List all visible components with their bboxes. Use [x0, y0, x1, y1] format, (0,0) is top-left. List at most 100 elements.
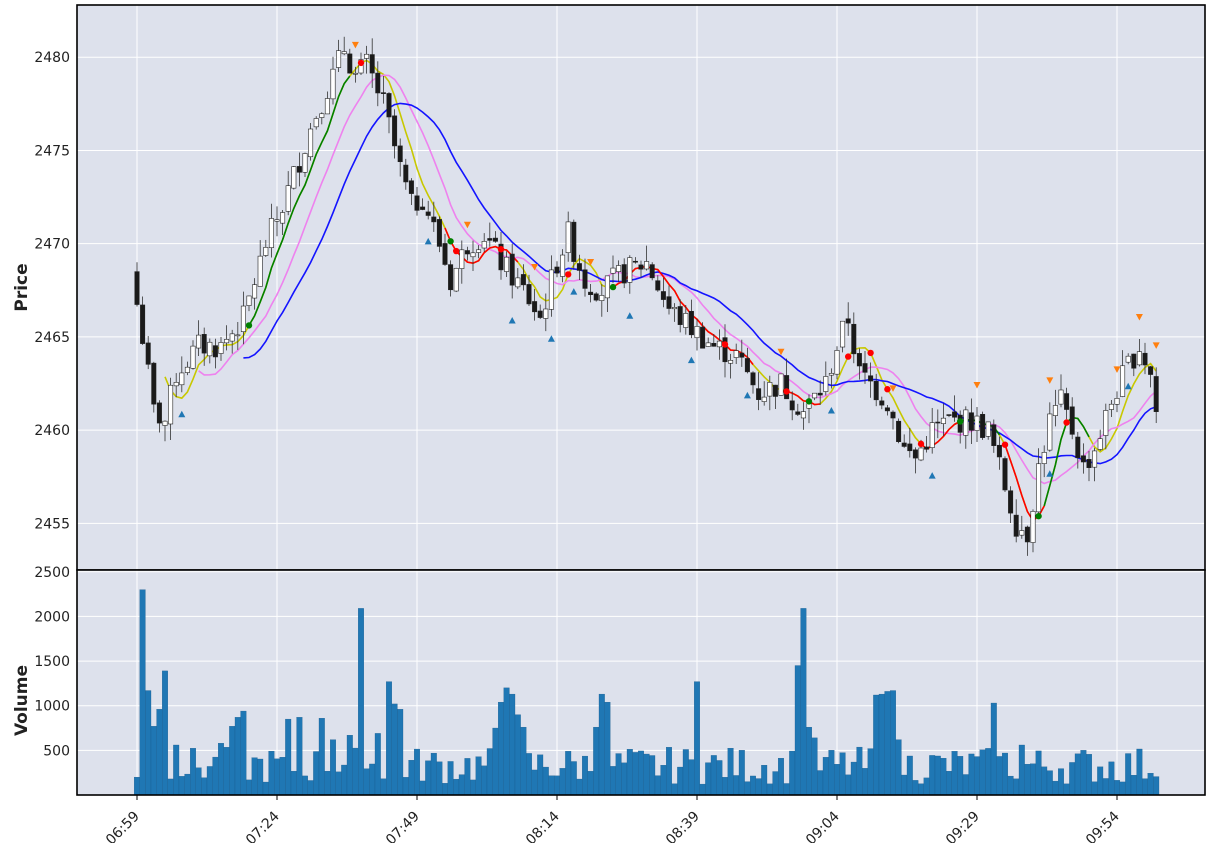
- volume-bar: [229, 726, 236, 796]
- volume-bar: [139, 589, 146, 796]
- candle-down: [156, 402, 162, 424]
- volume-bar: [867, 748, 874, 796]
- volume-bar: [380, 778, 387, 796]
- candle-up: [229, 333, 235, 342]
- volume-bar: [234, 717, 241, 796]
- buy-signal-marker: [178, 410, 186, 418]
- sell-signal-marker: [463, 221, 471, 229]
- volume-bar: [262, 781, 269, 796]
- candle-up: [324, 98, 330, 115]
- volume-bar: [974, 756, 980, 796]
- volume-bar: [901, 774, 908, 796]
- volume-bar: [296, 717, 303, 796]
- candle-up: [235, 334, 241, 337]
- sell-signal-marker: [973, 382, 981, 389]
- volume-bar: [1035, 750, 1042, 796]
- volume-bar: [694, 681, 700, 796]
- candle-up: [358, 59, 364, 74]
- volume-bar: [918, 783, 924, 796]
- sell-signal-marker: [351, 41, 359, 49]
- candle-down: [201, 334, 207, 354]
- candle-down: [296, 166, 302, 173]
- volume-bar: [313, 751, 320, 796]
- candle-up: [268, 218, 274, 248]
- volume-bar: [811, 737, 818, 796]
- volume-bar: [570, 761, 577, 796]
- candle-up: [184, 366, 190, 373]
- candle-down: [856, 353, 862, 367]
- volume-bar: [783, 783, 790, 796]
- candle-up: [470, 252, 476, 258]
- trend-down-dot: [884, 386, 891, 393]
- trend-up-dot: [805, 398, 813, 405]
- volume-bar: [1080, 750, 1087, 796]
- candle-down: [380, 92, 386, 94]
- volume-bar: [710, 755, 717, 796]
- x-tick-09:29: 09:29: [943, 809, 983, 843]
- candle-down: [1086, 459, 1092, 468]
- candle-up: [274, 219, 280, 222]
- volume-bar: [873, 694, 880, 796]
- candle-up: [683, 313, 689, 328]
- volume-bar: [352, 747, 359, 796]
- candle-down: [1013, 514, 1019, 537]
- candle-up: [604, 275, 610, 299]
- volume-bar: [1052, 780, 1059, 796]
- volume-bar: [509, 693, 516, 796]
- candle-down: [968, 412, 974, 431]
- candle-down: [588, 291, 594, 296]
- candle-down: [448, 264, 454, 291]
- candle-up: [173, 382, 179, 387]
- ma-line-long: [243, 102, 1157, 465]
- candle-down: [884, 407, 890, 412]
- buy-signal-marker: [1124, 382, 1132, 390]
- candle-up: [459, 249, 465, 269]
- candle-up: [834, 350, 840, 375]
- volume-bar: [643, 753, 650, 796]
- candle-down: [593, 293, 599, 301]
- volume-bar: [1153, 776, 1160, 796]
- candle-up: [285, 185, 291, 212]
- candle-down: [442, 243, 448, 265]
- candle-down: [520, 274, 526, 286]
- volume-bar: [850, 761, 857, 796]
- candle-down: [375, 72, 381, 94]
- candle-up: [1114, 398, 1120, 405]
- candle-down: [756, 388, 762, 400]
- candle-down: [1069, 406, 1075, 435]
- price-y-tick-2465: 2465: [34, 330, 70, 346]
- buy-signal-marker: [547, 335, 555, 342]
- volume-bar: [190, 748, 196, 796]
- volume-bar: [386, 681, 392, 796]
- volume-bar: [968, 753, 975, 796]
- volume-bar: [162, 670, 168, 796]
- volume-y-tick-2500: 2500: [34, 565, 70, 581]
- candle-down: [912, 449, 918, 459]
- price-gridlines: [77, 5, 1205, 570]
- volume-bar: [212, 756, 219, 796]
- candle-up: [1103, 410, 1109, 436]
- volume-bar: [632, 752, 639, 796]
- candle-up: [1136, 351, 1142, 366]
- volume-bar: [610, 766, 616, 796]
- candle-up: [263, 247, 269, 256]
- candle-up: [705, 342, 711, 347]
- candle-up: [599, 295, 605, 301]
- volume-bar: [951, 751, 958, 796]
- candle-up: [240, 305, 246, 332]
- candle-down: [873, 380, 879, 401]
- candle-down: [464, 250, 470, 255]
- candle-down: [795, 411, 801, 415]
- candle-up: [767, 382, 773, 397]
- volume-bar: [150, 726, 157, 796]
- volume-bar: [307, 780, 314, 796]
- candle-up: [246, 295, 252, 306]
- volume-bar: [335, 771, 342, 796]
- candle-up: [1052, 405, 1058, 416]
- volume-bar: [856, 746, 863, 796]
- buy-signal-marker: [424, 237, 432, 245]
- candle-up: [548, 269, 554, 310]
- volume-bar: [789, 750, 796, 796]
